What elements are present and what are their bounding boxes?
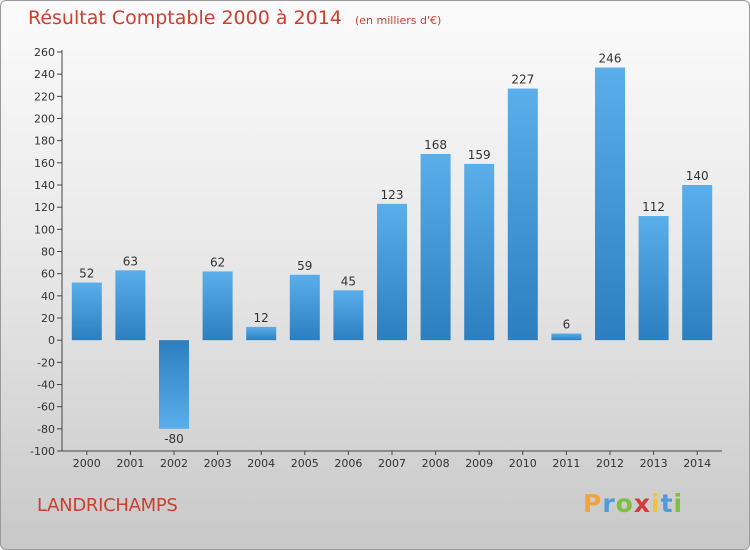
y-tick-label: 200 [34,113,55,126]
data-label: 59 [297,259,312,273]
x-tick-label: 2007 [378,457,406,470]
x-tick-label: 2012 [596,457,624,470]
y-tick-label: -20 [37,356,55,369]
y-tick-label: -80 [37,423,55,436]
data-label: 112 [642,200,665,214]
bar [115,270,146,341]
logo-letter: i [651,489,661,518]
bar [289,274,320,341]
x-tick-label: 2013 [640,457,668,470]
x-tick-label: 2010 [509,457,537,470]
bar [595,67,625,341]
title-block: Résultat Comptable 2000 à 2014 (en milli… [28,7,441,29]
bar [71,282,102,341]
x-tick-label: 2002 [160,457,188,470]
y-tick-label: 180 [34,135,55,148]
y-tick-label: -100 [30,445,55,458]
x-tick-label: 2003 [204,457,232,470]
logo-letter: t [660,489,674,518]
data-label: 227 [511,73,534,87]
y-tick-label: -40 [37,379,55,392]
data-label: 63 [123,254,138,268]
bar [202,271,233,341]
logo-letter: x [633,489,651,518]
data-label: 140 [686,169,709,183]
y-tick-label: 20 [41,312,55,325]
x-tick-label: 2001 [116,457,144,470]
data-label: 168 [424,138,447,152]
commune-name: LANDRICHAMPS [37,495,178,516]
y-tick-label: 0 [48,334,55,347]
logo-letter: r [602,489,616,518]
chart-subtitle: (en milliers d'€) [354,14,442,27]
y-tick-label: 40 [41,290,55,303]
bar [551,333,582,341]
y-tick-label: -60 [37,401,55,414]
bar [420,153,451,341]
chart-title: Résultat Comptable 2000 à 2014 [28,7,342,29]
bar [507,88,538,341]
y-tick-label: 260 [34,46,55,59]
y-tick-label: 160 [34,157,55,170]
y-tick-label: 100 [34,223,55,236]
x-tick-label: 2014 [683,457,711,470]
bar [638,216,669,341]
x-tick-label: 2000 [73,457,101,470]
data-label: 45 [341,274,356,288]
bar [682,185,713,341]
y-tick-label: 80 [41,246,55,259]
y-tick-label: 60 [41,268,55,281]
y-tick-label: 120 [34,201,55,214]
x-tick-label: 2005 [291,457,319,470]
bar [377,203,407,341]
y-tick-label: 140 [34,179,55,192]
data-label: 246 [599,52,622,66]
x-tick-label: 2011 [552,457,580,470]
x-tick-label: 2009 [465,457,493,470]
bar [246,326,277,341]
y-tick-label: 220 [34,90,55,103]
proxiti-logo: Proxiti [583,489,683,518]
x-tick-label: 2006 [334,457,362,470]
bar [464,163,495,341]
logo-letter: o [615,489,634,518]
bar [333,290,364,341]
data-label: 52 [79,267,94,281]
y-tick-label: 240 [34,68,55,81]
x-tick-label: 2008 [422,457,450,470]
logo-letter: P [583,489,603,518]
x-tick-label: 2004 [247,457,275,470]
bar [159,340,189,429]
data-label: 62 [210,255,225,269]
data-label: 123 [381,188,404,202]
data-label: -80 [164,432,184,446]
data-label: 159 [468,148,491,162]
data-label: 12 [254,311,269,325]
logo-letter: i [673,489,684,518]
data-label: 6 [563,318,571,332]
